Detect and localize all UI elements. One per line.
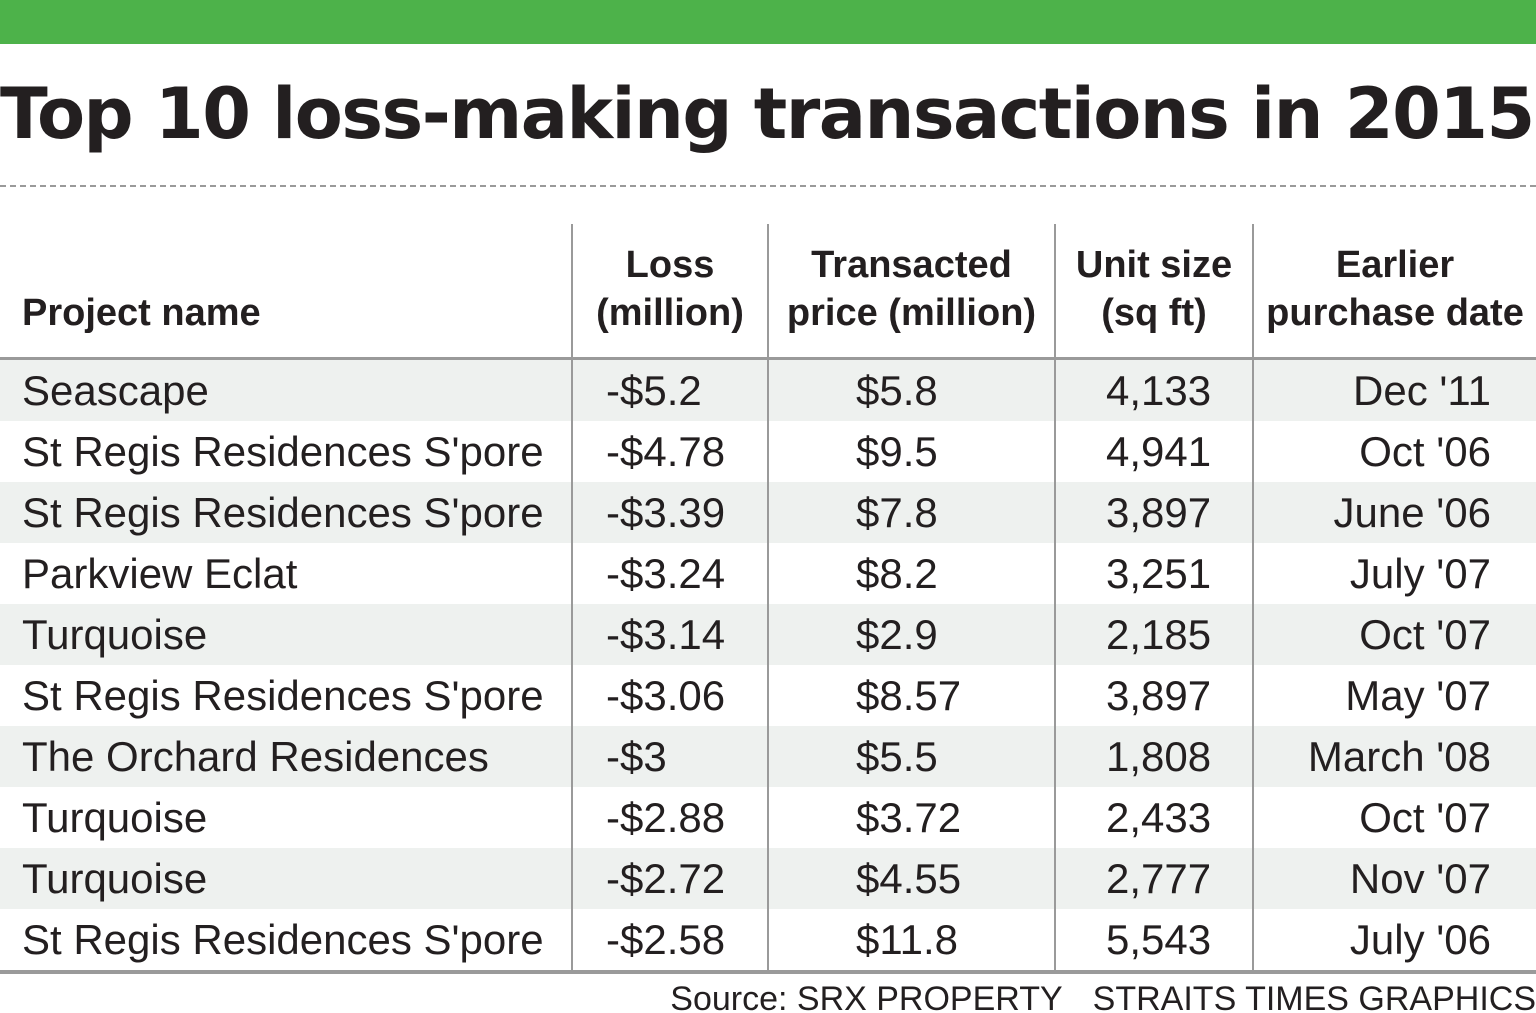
cell-unit-size: 4,941 (1054, 421, 1253, 482)
cell-project-name: St Regis Residences S'pore (0, 482, 572, 543)
cell-unit-size: 3,897 (1054, 665, 1253, 726)
table-row: Turquoise -$2.72 $4.55 2,777 Nov '07 (0, 848, 1536, 909)
table-row: St Regis Residences S'pore -$4.78 $9.5 4,94… (0, 421, 1536, 482)
source-credit-line: Source: SRX PROPERTY STRAITS TIMES GRAPHI… (670, 978, 1536, 1013)
cell-project-name: St Regis Residences S'pore (0, 909, 572, 974)
transactions-table-wrap: Project name Loss (million) Transacted p… (0, 224, 1536, 974)
cell-purchase-date: July '06 (1252, 909, 1536, 974)
column-header-line: Earlier (1335, 244, 1455, 286)
column-header-unit-size: Unit size (sq ft) (1054, 224, 1253, 360)
cell-unit-size: 2,777 (1054, 848, 1253, 909)
cell-purchase-date: July '07 (1252, 543, 1536, 604)
cell-purchase-date: June '06 (1252, 482, 1536, 543)
chart-title: Top 10 loss-making transactions in 2015 (0, 73, 1535, 155)
cell-transacted-price: $5.5 (767, 726, 1055, 787)
cell-loss: -$3 (571, 726, 768, 787)
column-header-project-name: Project name (0, 224, 572, 360)
dashed-divider (0, 185, 1536, 187)
cell-unit-size: 1,808 (1054, 726, 1253, 787)
cell-project-name: Turquoise (0, 848, 572, 909)
cell-unit-size: 2,433 (1054, 787, 1253, 848)
cell-transacted-price: $2.9 (767, 604, 1055, 665)
cell-loss: -$2.72 (571, 848, 768, 909)
top-accent-bar (0, 0, 1536, 44)
table-body: Seascape -$5.2 $5.8 4,133 Dec '11 St Regis Re… (0, 358, 1536, 974)
source-text: Source: SRX PROPERTY (670, 980, 1063, 1013)
graphics-credit: STRAITS TIMES GRAPHICS (1092, 980, 1536, 1013)
cell-purchase-date: Oct '07 (1252, 787, 1536, 848)
column-header-line: (million) (596, 292, 744, 334)
cell-unit-size: 3,897 (1054, 482, 1253, 543)
cell-transacted-price: $8.2 (767, 543, 1055, 604)
cell-transacted-price: $3.72 (767, 787, 1055, 848)
column-header-line: (sq ft) (1101, 292, 1207, 334)
column-header-line: price (million) (786, 292, 1037, 334)
table-header-row: Project name Loss (million) Transacted p… (0, 224, 1536, 360)
transactions-table: Project name Loss (million) Transacted p… (0, 224, 1536, 974)
cell-purchase-date: Oct '07 (1252, 604, 1536, 665)
cell-unit-size: 4,133 (1054, 358, 1253, 421)
cell-project-name: Parkview Eclat (22, 550, 298, 597)
cell-purchase-date: March '08 (1252, 726, 1536, 787)
cell-transacted-price: $7.8 (767, 482, 1055, 543)
cell-loss: -$2.58 (571, 909, 768, 974)
table-row: St Regis Residences S'pore -$3.39 $7.8 3,89… (0, 482, 1536, 543)
cell-project-name: St Regis Residences S'pore (22, 428, 544, 475)
cell-transacted-price: $9.5 (767, 421, 1055, 482)
column-header-line: Project name (22, 292, 261, 334)
cell-unit-size: 5,543 (1054, 909, 1253, 974)
cell-project-name: The Orchard Residences (0, 726, 572, 787)
cell-project-name: Turquoise (0, 604, 572, 665)
cell-loss: -$3.24 (571, 543, 768, 604)
column-header-line: purchase date (1266, 292, 1524, 334)
column-header-transacted-price: Transacted price (million) (767, 224, 1055, 360)
cell-transacted-price: $5.8 (767, 358, 1055, 421)
cell-loss: -$2.88 (571, 787, 768, 848)
cell-transacted-price: $8.57 (767, 665, 1055, 726)
table-row: St Regis Residences S'pore -$2.58 $11.8 5,5… (0, 909, 1536, 974)
cell-transacted-price: $11.8 (767, 909, 1055, 974)
cell-project-name: St Regis Residences S'pore (22, 672, 544, 719)
column-header-loss: Loss (million) (571, 224, 768, 360)
cell-loss: -$3.14 (571, 604, 768, 665)
cell-project-name: Turquoise (22, 794, 208, 841)
cell-purchase-date: Nov '07 (1252, 848, 1536, 909)
table-row: Turquoise -$3.14 $2.9 2,185 Oct '07 (0, 604, 1536, 665)
cell-unit-size: 3,251 (1054, 543, 1253, 604)
table-row: Turquoise -$2.88 $3.72 2,433 Oct '07 (0, 787, 1536, 848)
cell-purchase-date: Oct '06 (1252, 421, 1536, 482)
column-header-purchase-date: Earlier purchase date (1252, 224, 1536, 360)
cell-loss: -$4.78 (571, 421, 768, 482)
column-header-line: Loss (625, 244, 715, 286)
table-row: St Regis Residences S'pore -$3.06 $8.57 3,8… (0, 665, 1536, 726)
table-row: Seascape -$5.2 $5.8 4,133 Dec '11 (0, 358, 1536, 421)
cell-purchase-date: May '07 (1252, 665, 1536, 726)
column-header-line: Unit size (1075, 244, 1233, 286)
table-row: Parkview Eclat -$3.24 $8.2 3,251 July '07 (0, 543, 1536, 604)
cell-loss: -$3.06 (571, 665, 768, 726)
column-header-line: Transacted (811, 244, 1012, 286)
cell-purchase-date: Dec '11 (1252, 358, 1536, 421)
cell-loss: -$3.39 (571, 482, 768, 543)
cell-project-name: Seascape (0, 358, 572, 421)
cell-unit-size: 2,185 (1054, 604, 1253, 665)
cell-loss: -$5.2 (571, 358, 768, 421)
cell-transacted-price: $4.55 (767, 848, 1055, 909)
table-row: The Orchard Residences -$3 $5.5 1,808 March … (0, 726, 1536, 787)
